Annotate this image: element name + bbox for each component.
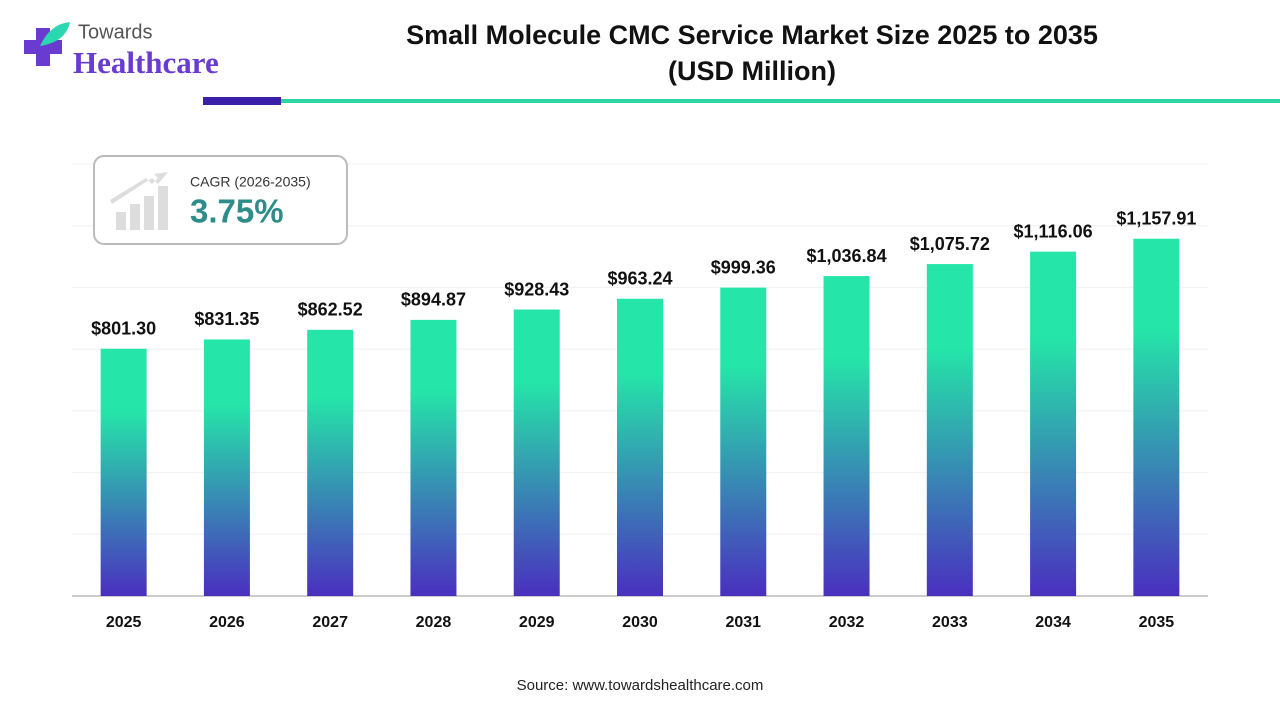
value-label: $999.36 [711,257,776,277]
bar [410,319,457,596]
cagr-frame [93,155,348,245]
value-label: $862.52 [298,300,363,320]
value-label: $1,116.06 [1014,221,1093,241]
bar [617,298,663,596]
value-label: $801.30 [91,318,156,338]
x-tick-label: 2028 [416,614,452,631]
header-accent [203,97,281,105]
value-label: $1,157.91 [1116,208,1196,228]
x-tick-label: 2034 [1035,614,1071,631]
logo: Towards Healthcare [24,21,219,80]
x-tick-label: 2035 [1139,614,1175,631]
bar [307,329,354,596]
bar [1133,238,1180,596]
source: Source: www.towardshealthcare.com [517,677,764,694]
chart-title: Small Molecule CMC Service Market Size 2… [406,20,1098,50]
logo-icon [24,28,62,66]
cagr-box: CAGR (2026-2035) 3.75% [93,155,348,245]
x-tick-label: 2033 [932,614,968,631]
chart-subtitle: (USD Million) [668,56,836,86]
bar [203,339,250,596]
header-rule [281,99,1280,103]
logo-leaf [40,22,70,46]
x-tick-label: 2027 [312,614,348,631]
cagr-label: CAGR (2026-2035) [190,174,311,190]
logo-bottom: Healthcare [73,45,219,80]
bar [926,264,973,596]
value-label: $963.24 [607,269,672,289]
x-tick-label: 2026 [209,614,245,631]
bar [823,276,870,596]
x-tick-label: 2029 [519,614,555,631]
x-tick-label: 2031 [725,614,761,631]
x-tick-label: 2025 [106,614,142,631]
value-label: $1,036.84 [807,246,887,266]
cagr-icon [110,172,168,230]
value-label: $831.35 [194,309,259,329]
bar [513,309,560,596]
value-label: $1,075.72 [910,234,990,254]
bar [100,348,147,596]
logo-top: Towards [78,21,152,43]
value-label: $894.87 [401,290,466,310]
bar [1030,251,1077,596]
x-tick-label: 2030 [622,614,658,631]
x-tick-label: 2032 [829,614,865,631]
bar [720,287,767,596]
value-label: $928.43 [504,279,569,299]
plot-area: 2025 $801.30 2026 $831.35 2027 $862.52 2028 $89… [72,163,1208,631]
cagr-value: 3.75% [190,193,284,230]
